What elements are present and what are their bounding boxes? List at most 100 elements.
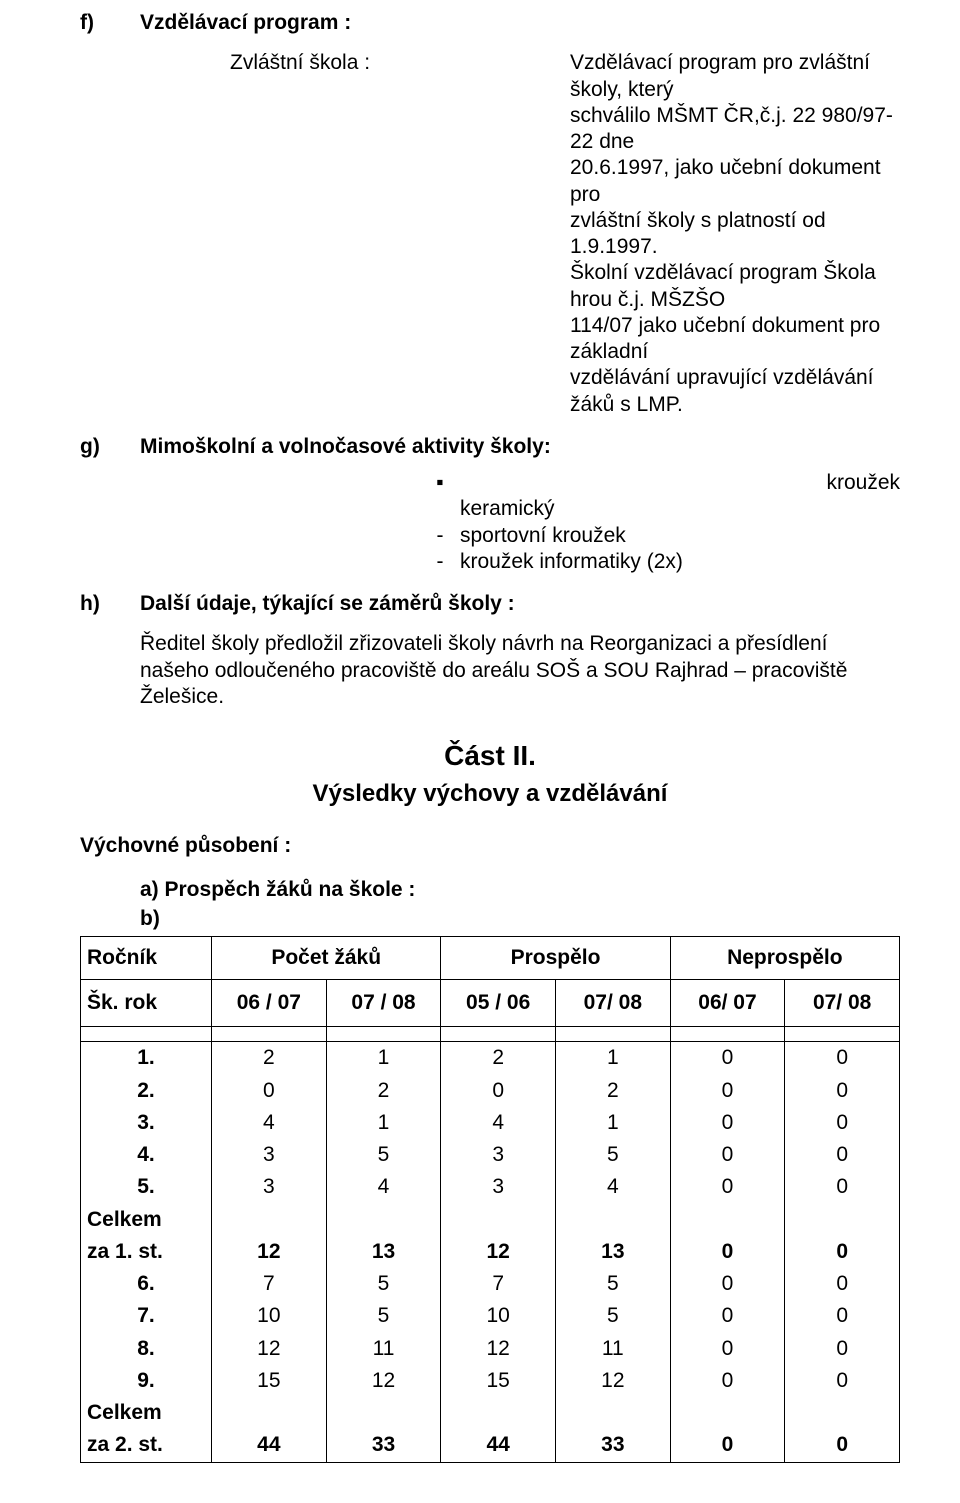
st1-v0: 12 (212, 1236, 327, 1268)
st1-v3: 13 (556, 1236, 671, 1268)
r5-v0: 3 (212, 1171, 327, 1203)
subtotal-1-line1: Celkem (81, 1204, 900, 1236)
table-row: 8. 12 11 12 11 0 0 (81, 1333, 900, 1365)
section-f-body: Zvláštní škola : Vzdělávací program pro … (230, 50, 900, 418)
st2-l2: za 2. st. (81, 1429, 212, 1462)
section-f-right-l6: vzdělávání upravující vzdělávání žáků s … (570, 365, 900, 418)
st1-l1: Celkem (81, 1204, 212, 1236)
sk-c5: 07/ 08 (785, 980, 900, 1027)
table-row: 4. 3 5 3 5 0 0 (81, 1139, 900, 1171)
st1-v4: 0 (670, 1236, 785, 1268)
r5-v1: 4 (326, 1171, 441, 1203)
r9-label: 9. (81, 1365, 212, 1397)
r8-v3: 11 (556, 1333, 671, 1365)
r5-v2: 3 (441, 1171, 556, 1203)
st2-v4: 0 (670, 1429, 785, 1462)
r6-v1: 5 (326, 1268, 441, 1300)
th-rocnik: Ročník (81, 936, 212, 979)
r2-v1: 2 (326, 1075, 441, 1107)
bullet-dash-icon-1: - (420, 549, 460, 575)
r4-label: 4. (81, 1139, 212, 1171)
table-row: 2. 0 2 0 2 0 0 (81, 1075, 900, 1107)
r6-v5: 0 (785, 1268, 900, 1300)
st1-v2: 12 (441, 1236, 556, 1268)
r9-v4: 0 (670, 1365, 785, 1397)
r9-v3: 12 (556, 1365, 671, 1397)
section-f-right-l5: 114/07 jako učební dokument pro základní (570, 313, 900, 366)
table-row: 6. 7 5 7 5 0 0 (81, 1268, 900, 1300)
r2-v5: 0 (785, 1075, 900, 1107)
sk-c0: 06 / 07 (212, 980, 327, 1027)
r7-v2: 10 (441, 1300, 556, 1332)
r6-label: 6. (81, 1268, 212, 1300)
part2-subtitle: Výsledky výchovy a vzdělávání (80, 779, 900, 809)
r2-v0: 0 (212, 1075, 327, 1107)
r6-v2: 7 (441, 1268, 556, 1300)
st2-v3: 33 (556, 1429, 671, 1462)
section-h-heading-row: h) Další údaje, týkající se záměrů školy… (80, 591, 900, 617)
bullet-dash-icon-0: - (420, 523, 460, 549)
st2-v2: 44 (441, 1429, 556, 1462)
r4-v0: 3 (212, 1139, 327, 1171)
section-g-heading: Mimoškolní a volnočasové aktivity školy: (140, 434, 900, 460)
r7-v0: 10 (212, 1300, 327, 1332)
sk-c2: 05 / 06 (441, 980, 556, 1027)
r3-v4: 0 (670, 1107, 785, 1139)
subtotal-2-line1: Celkem (81, 1397, 900, 1429)
section-h-marker: h) (80, 591, 140, 617)
bullet-item-0: sportovní kroužek (460, 523, 900, 549)
r4-v3: 5 (556, 1139, 671, 1171)
r2-v2: 0 (441, 1075, 556, 1107)
r1-v2: 2 (441, 1042, 556, 1075)
section-f-right-l2: 20.6.1997, jako učební dokument pro (570, 155, 900, 208)
st2-l1: Celkem (81, 1397, 212, 1429)
r7-v3: 5 (556, 1300, 671, 1332)
section-g-heading-row: g) Mimoškolní a volnočasové aktivity ško… (80, 434, 900, 460)
results-table: Ročník Počet žáků Prospělo Neprospělo Šk… (80, 936, 900, 1463)
st1-v5: 0 (785, 1236, 900, 1268)
r3-label: 3. (81, 1107, 212, 1139)
section-f-heading: Vzdělávací program : (140, 10, 351, 36)
bullet-dash-line-0: - sportovní kroužek (420, 523, 900, 549)
r5-v5: 0 (785, 1171, 900, 1203)
part2-title: Část II. (80, 738, 900, 773)
section-f-right-l0: Vzdělávací program pro zvláštní školy, k… (570, 50, 900, 103)
r8-v5: 0 (785, 1333, 900, 1365)
item-b: b) (140, 906, 900, 932)
r2-v4: 0 (670, 1075, 785, 1107)
r5-v3: 4 (556, 1171, 671, 1203)
r4-v2: 3 (441, 1139, 556, 1171)
st1-v1: 13 (326, 1236, 441, 1268)
r1-v0: 2 (212, 1042, 327, 1075)
table-row: 5. 3 4 3 4 0 0 (81, 1171, 900, 1203)
table-blank-row (81, 1027, 900, 1042)
th-neprospelo: Neprospělo (670, 936, 899, 979)
section-h-p-l2: Želešice. (140, 684, 900, 710)
section-g-marker: g) (80, 434, 140, 460)
st2-v0: 44 (212, 1429, 327, 1462)
section-h-paragraph: Ředitel školy předložil zřizovateli škol… (140, 631, 900, 710)
th-prospelo: Prospělo (441, 936, 670, 979)
vychovne-pusobeni: Výchovné působení : (80, 833, 900, 859)
subtotal-2-line2: za 2. st. 44 33 44 33 0 0 (81, 1429, 900, 1462)
r8-v0: 12 (212, 1333, 327, 1365)
r9-v0: 15 (212, 1365, 327, 1397)
r2-label: 2. (81, 1075, 212, 1107)
section-h-p-l1: našeho odloučeného pracoviště do areálu … (140, 658, 900, 684)
r9-v2: 15 (441, 1365, 556, 1397)
bullet-item-1: kroužek informatiky (2x) (460, 549, 900, 575)
r5-v4: 0 (670, 1171, 785, 1203)
r9-v1: 12 (326, 1365, 441, 1397)
table-row: 3. 4 1 4 1 0 0 (81, 1107, 900, 1139)
subtotal-1-line2: za 1. st. 12 13 12 13 0 0 (81, 1236, 900, 1268)
bullet-dash-line-1: - kroužek informatiky (2x) (420, 549, 900, 575)
r9-v5: 0 (785, 1365, 900, 1397)
r3-v2: 4 (441, 1107, 556, 1139)
table-row: 1. 2 1 2 1 0 0 (81, 1042, 900, 1075)
th-pocet: Počet žáků (212, 936, 441, 979)
table-row: 9. 15 12 15 12 0 0 (81, 1365, 900, 1397)
page: f) Vzdělávací program : Zvláštní škola :… (0, 0, 960, 1503)
r3-v3: 1 (556, 1107, 671, 1139)
r8-v1: 11 (326, 1333, 441, 1365)
table-header-row: Ročník Počet žáků Prospělo Neprospělo (81, 936, 900, 979)
